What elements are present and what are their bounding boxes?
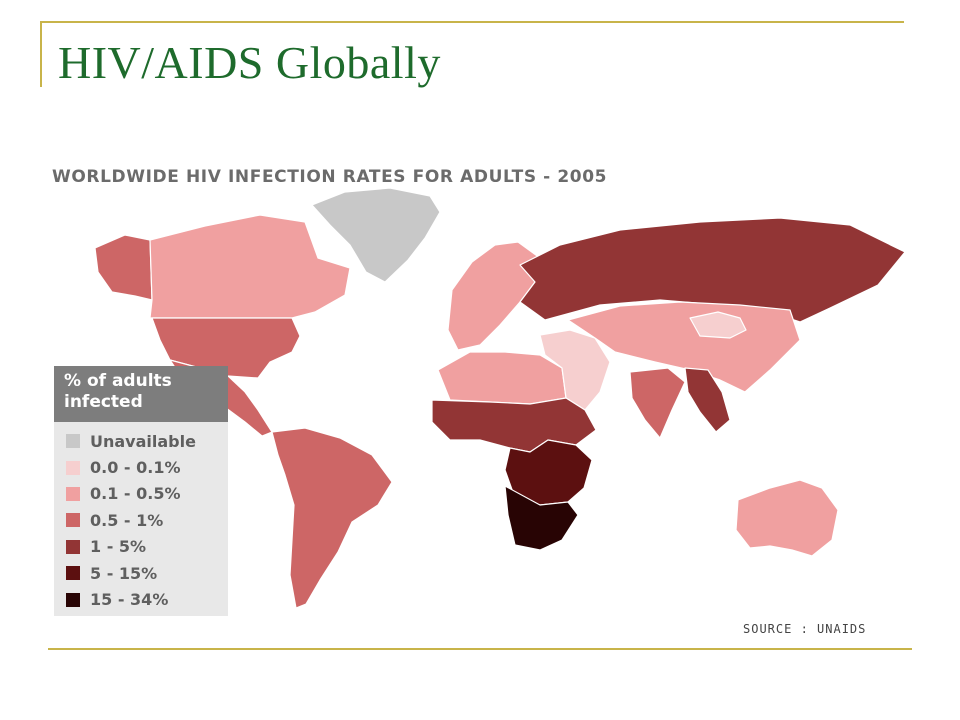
region-north-africa [437, 351, 567, 405]
legend-item: 0.0 - 0.1% [66, 454, 228, 480]
region-southern-africa [504, 485, 579, 551]
region-middle-east [539, 329, 611, 411]
region-southeast-asia [684, 367, 731, 433]
legend-swatch [66, 434, 80, 449]
legend-swatch [66, 486, 80, 501]
legend-label: 5 - 15% [90, 563, 158, 583]
region-australia [735, 479, 839, 557]
bottom-rule [48, 648, 912, 650]
legend-label: 0.1 - 0.5% [90, 484, 181, 504]
legend-swatch [66, 513, 80, 528]
slide-title: HIV/AIDS Globally [58, 37, 441, 88]
region-mongolia [689, 311, 747, 339]
legend-label: 1 - 5% [90, 537, 147, 557]
legend-item: 5 - 15% [66, 560, 228, 586]
region-russia [519, 217, 906, 323]
left-rule [40, 21, 42, 87]
map-title: WORLDWIDE HIV INFECTION RATES FOR ADULTS… [52, 167, 608, 187]
legend: % of adults infected Unavailable 0.0 - 0… [54, 366, 228, 616]
region-south-america [271, 427, 393, 609]
legend-label: 15 - 34% [90, 590, 169, 610]
legend-title: % of adults infected [54, 366, 228, 422]
region-greenland [311, 187, 441, 283]
legend-label: 0.0 - 0.1% [90, 458, 181, 478]
legend-swatch [66, 460, 80, 475]
legend-item: 15 - 34% [66, 586, 228, 612]
legend-swatch [66, 592, 80, 607]
legend-label: Unavailable [90, 431, 196, 451]
region-united-states [151, 317, 301, 379]
legend-list: Unavailable 0.0 - 0.1% 0.1 - 0.5% 0.5 - … [54, 422, 228, 613]
legend-item: 0.5 - 1% [66, 507, 228, 533]
legend-item: 1 - 5% [66, 534, 228, 560]
legend-label: 0.5 - 1% [90, 510, 164, 530]
region-india [629, 367, 686, 439]
legend-item: 0.1 - 0.5% [66, 481, 228, 507]
region-east-africa [504, 439, 593, 506]
legend-swatch [66, 539, 80, 554]
region-alaska [94, 234, 153, 301]
source-credit: SOURCE : UNAIDS [743, 622, 867, 636]
legend-swatch [66, 566, 80, 581]
region-canada [149, 214, 351, 319]
legend-item: Unavailable [66, 428, 228, 454]
top-rule [40, 21, 904, 23]
